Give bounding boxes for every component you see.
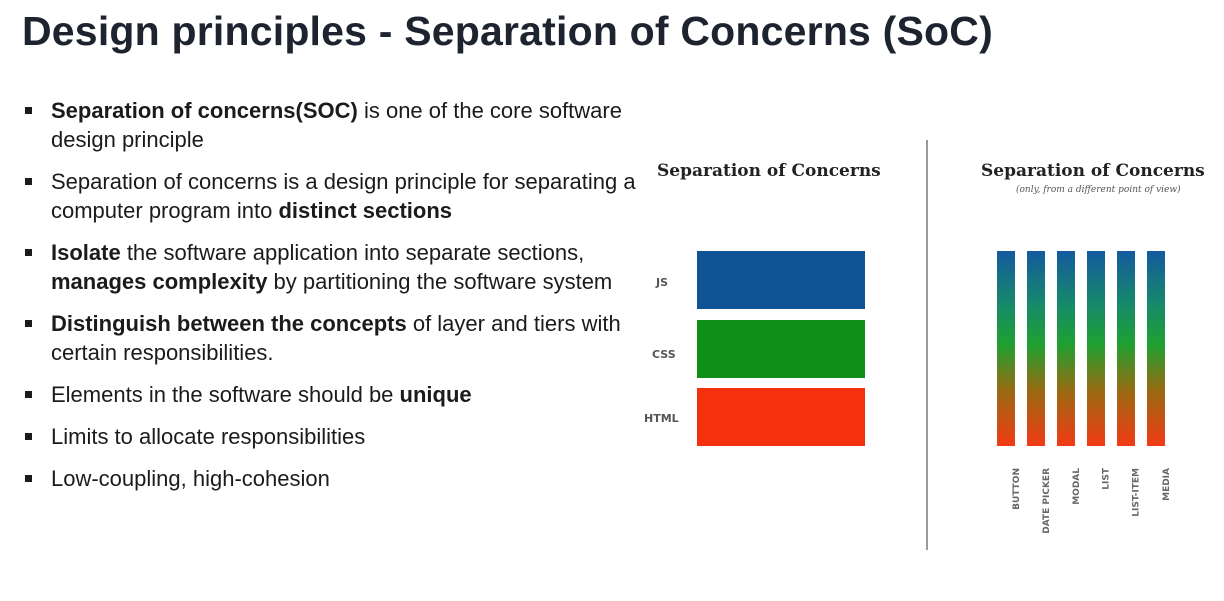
bullet-list: Separation of concerns(SOC) is one of th… [22, 96, 642, 506]
component-label: MEDIA [1162, 468, 1172, 501]
bullet-text: is one of the core software design princ… [51, 98, 622, 152]
bullet-item: Distinguish between the concepts of laye… [22, 309, 642, 367]
component-label: BUTTON [1012, 468, 1022, 510]
bullet-text-bold: Isolate [51, 240, 121, 265]
component-bar-media [1147, 251, 1165, 446]
component-bar-list-item [1117, 251, 1135, 446]
bullet-text-bold: Separation of concerns(SOC) [51, 98, 358, 123]
bullet-text: by partitioning the software system [267, 269, 613, 294]
component-bar-button [997, 251, 1015, 446]
bullet-text: Elements in the software should be [51, 382, 400, 407]
square-bullet-icon [25, 178, 32, 185]
layer-label-html: HTML [644, 412, 679, 425]
component-label: DATE PICKER [1042, 468, 1052, 534]
right-figure-title: Separation of Concerns [981, 161, 1205, 181]
layer-bar-html [697, 388, 865, 446]
component-label: LIST [1102, 468, 1112, 490]
bullet-item: Elements in the software should be uniqu… [22, 380, 642, 409]
layer-bar-js [697, 251, 865, 309]
figure-divider [926, 140, 928, 550]
bullet-text: Limits to allocate responsibilities [51, 424, 366, 449]
bullet-item: Isolate the software application into se… [22, 238, 642, 296]
bullet-text: Separation of concerns is a design princ… [51, 169, 636, 223]
bullet-item: Separation of concerns is a design princ… [22, 167, 642, 225]
component-bar-date-picker [1027, 251, 1045, 446]
bullet-text: the software application into separate s… [120, 240, 585, 265]
bullet-text-bold: unique [399, 382, 472, 407]
square-bullet-icon [25, 249, 32, 256]
bullet-text-bold: distinct sections [278, 198, 453, 223]
square-bullet-icon [25, 433, 32, 440]
soc-figure: Separation of Concerns JS CSS HTML Separ… [632, 130, 1212, 560]
layer-label-js: JS [656, 276, 669, 289]
square-bullet-icon [25, 391, 32, 398]
bullet-item: Limits to allocate responsibilities [22, 422, 642, 451]
right-figure-subtitle: (only, from a different point of view) [1016, 185, 1181, 195]
bullet-item: Low-coupling, high-cohesion [22, 464, 642, 493]
bullet-text-bold: Distinguish between the concepts [51, 311, 407, 336]
square-bullet-icon [25, 475, 32, 482]
layer-bar-css [697, 320, 865, 378]
component-label: MODAL [1072, 468, 1082, 505]
square-bullet-icon [25, 320, 32, 327]
bullet-text: of layer and tiers with certain responsi… [51, 311, 621, 365]
component-bar-modal [1057, 251, 1075, 446]
slide-title: Design principles - Separation of Concer… [22, 8, 993, 54]
component-label: LIST-ITEM [1132, 468, 1142, 517]
bullet-item: Separation of concerns(SOC) is one of th… [22, 96, 642, 154]
layer-label-css: CSS [652, 348, 676, 361]
component-bar-list [1087, 251, 1105, 446]
bullet-text: Low-coupling, high-cohesion [51, 466, 330, 491]
left-figure-title: Separation of Concerns [657, 161, 881, 181]
square-bullet-icon [25, 107, 32, 114]
bullet-text-bold: manages complexity [51, 269, 268, 294]
